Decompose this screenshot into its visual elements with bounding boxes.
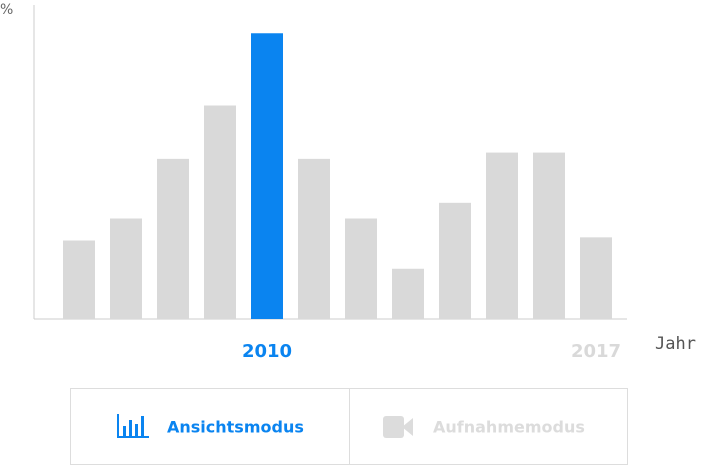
button-label: Aufnahmemodus <box>433 418 585 437</box>
bar <box>110 218 142 319</box>
bar <box>439 202 471 319</box>
bar <box>345 218 377 319</box>
view-mode-button[interactable]: Ansichtsmodus <box>71 389 349 464</box>
bar <box>63 240 95 319</box>
bar <box>533 152 565 319</box>
camera-icon <box>383 416 413 438</box>
bar <box>251 33 283 319</box>
record-mode-button[interactable]: Aufnahmemodus <box>350 389 627 464</box>
bar <box>157 158 189 319</box>
bar <box>580 237 612 319</box>
bar <box>486 152 518 319</box>
bar <box>392 268 424 319</box>
bar <box>298 158 330 319</box>
x-tick-label: 2017 <box>571 341 621 362</box>
x-axis-label: Jahr <box>655 334 696 354</box>
chart-icon <box>117 414 149 438</box>
button-label: Ansichtsmodus <box>167 418 304 437</box>
y-axis-label: % <box>0 2 13 18</box>
bar <box>204 105 236 319</box>
x-tick-label: 2010 <box>242 341 292 362</box>
